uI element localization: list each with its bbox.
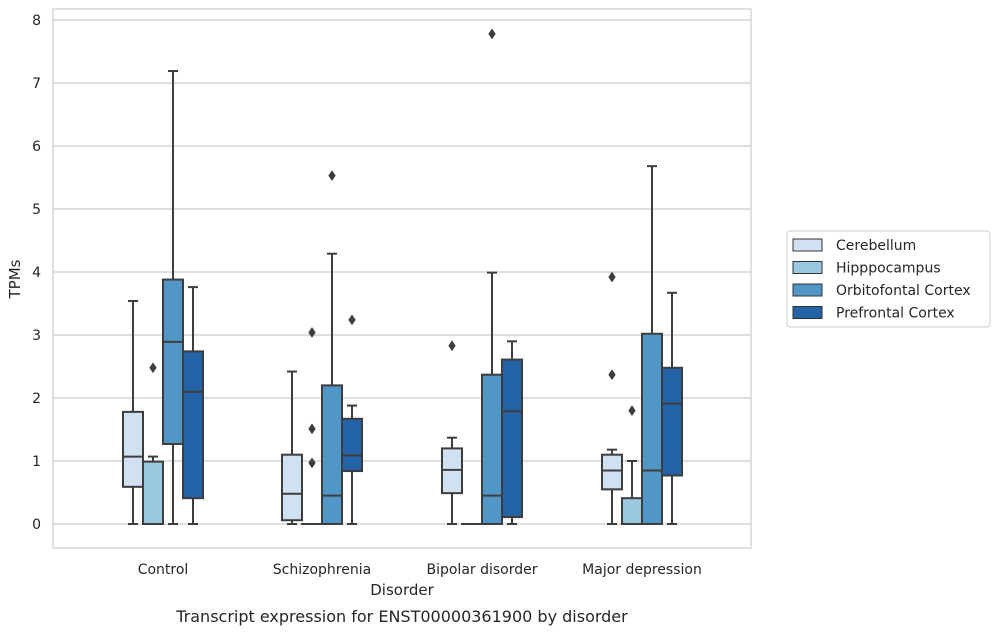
- box-group: [142, 362, 164, 526]
- outlier-point: [308, 327, 316, 338]
- box: [481, 373, 503, 525]
- box-group: [162, 70, 184, 525]
- outlier-point: [448, 340, 456, 352]
- outlier-point: [488, 28, 496, 40]
- legend-label: Prefrontal Cortex: [836, 306, 955, 322]
- box: [621, 497, 643, 526]
- y-tick-label: 3: [32, 328, 41, 344]
- legend-frame: [786, 230, 991, 328]
- box-group: [341, 314, 363, 525]
- y-tick-labels: 0 1 2 3 4 5 6 7 8: [32, 13, 41, 533]
- outlier-point: [149, 362, 157, 374]
- y-axis-label: TPMs: [6, 259, 24, 299]
- box-group: [601, 271, 623, 525]
- legend-swatch: [792, 306, 823, 319]
- outlier-point: [328, 170, 336, 182]
- series-cerebellum: [122, 271, 623, 525]
- box-group: [182, 286, 204, 525]
- box: [122, 410, 144, 488]
- legend: Cerebellum Hipppocampus Orbitofontal Corte…: [786, 230, 991, 328]
- outlier-point: [628, 405, 636, 417]
- box-group: [641, 165, 663, 525]
- box: [142, 460, 164, 526]
- x-tick-label: Major depression: [582, 562, 702, 578]
- outlier-point: [348, 314, 356, 326]
- y-tick-label: 0: [32, 517, 41, 533]
- y-tick-label: 8: [32, 13, 41, 29]
- box: [341, 417, 363, 473]
- legend-swatch: [792, 283, 823, 297]
- box-group: [501, 340, 523, 525]
- y-tick-label: 5: [32, 202, 41, 218]
- box-group: [621, 405, 643, 526]
- y-tick-label: 4: [32, 265, 41, 281]
- outlier-point: [308, 457, 316, 469]
- series-hipppocampus: [142, 327, 643, 526]
- x-tick-label: Schizophrenia: [273, 562, 371, 578]
- chart-caption: Transcript expression for ENST0000036190…: [175, 607, 628, 626]
- legend-label: Cerebellum: [836, 238, 916, 254]
- box: [182, 350, 204, 500]
- series-prefrontal-cortex: [182, 286, 683, 525]
- plot-area-frame: [52, 8, 752, 549]
- box: [661, 366, 683, 477]
- box-group: [441, 340, 463, 525]
- box-group: [122, 299, 144, 525]
- y-tick-label: 6: [32, 139, 41, 155]
- y-tick-label: 2: [32, 391, 41, 407]
- box-group: [481, 28, 503, 525]
- x-tick-labels: Control Schizophrenia Bipolar disorder Majo…: [138, 562, 702, 578]
- box: [162, 278, 184, 445]
- box-group: [661, 291, 683, 525]
- x-tick-label: Bipolar disorder: [426, 562, 537, 578]
- box-group: [321, 170, 343, 525]
- outlier-point: [608, 369, 616, 381]
- legend-label: Hipppocampus: [836, 261, 941, 277]
- x-axis-label: Disorder: [370, 581, 434, 599]
- box-series-group: [122, 28, 683, 526]
- box: [281, 453, 303, 522]
- series-orbitofontal-cortex: [162, 28, 663, 525]
- x-tick-label: Control: [138, 562, 189, 578]
- legend-swatch: [792, 238, 823, 252]
- box: [601, 453, 623, 491]
- legend-label: Orbitofontal Cortex: [836, 283, 971, 299]
- box: [321, 384, 343, 525]
- y-tick-label: 1: [32, 454, 41, 470]
- legend-swatch: [792, 261, 823, 274]
- box: [501, 358, 523, 519]
- box: [641, 332, 663, 525]
- y-tick-label: 7: [32, 76, 41, 92]
- box-group: [281, 370, 303, 525]
- outlier-point: [608, 271, 616, 283]
- outlier-point: [308, 423, 316, 435]
- box-group: [301, 327, 323, 526]
